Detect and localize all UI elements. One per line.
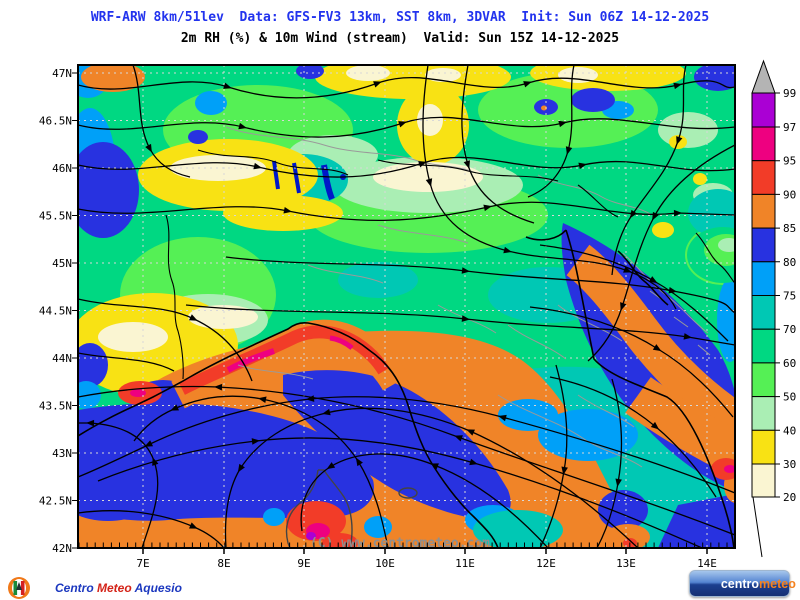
left-logo-text-centro: Centro (55, 581, 98, 595)
colorbar-segment (751, 261, 776, 297)
colorbar-label: 95 (783, 155, 796, 168)
map-frame (77, 64, 736, 549)
lat-label: 46N (52, 162, 72, 175)
colorbar-label: 40 (783, 424, 796, 437)
lat-label: 43.5N (39, 400, 72, 413)
lon-label: 11E (455, 557, 475, 570)
lat-label: 44N (52, 352, 72, 365)
lon-major-ticks (142, 548, 708, 554)
colorbar-segment (751, 193, 776, 229)
left-logo-text-meteo: Meteo (97, 581, 135, 595)
colorbar-label: 70 (783, 323, 796, 336)
colorbar-label: 80 (783, 256, 796, 269)
lat-label: 44.5N (39, 305, 72, 318)
title-valid-line: 2m RH (%) & 10m Wind (stream) Valid: Sun… (180, 31, 620, 46)
colorbar-segment (751, 463, 776, 498)
lon-label: 9E (297, 557, 310, 570)
colorbar-segment (751, 160, 776, 195)
colorbar-label: 97 (783, 121, 796, 134)
colorbar-label: 85 (783, 222, 796, 235)
colorbar: 99 97 95 90 85 80 75 70 60 50 40 30 20 (751, 59, 796, 558)
streamlines-layer (78, 65, 735, 548)
lat-axis: 47N 46.5N 46N 45.5N 45N 44.5N 44N 43.5N … (39, 67, 72, 555)
lat-label: 42N (52, 542, 72, 555)
lat-label: 43N (52, 447, 72, 460)
colorbar-overflow-arrow (751, 59, 776, 94)
lat-label: 45N (52, 257, 72, 270)
colorbar-label: 90 (783, 188, 796, 201)
watermark-text: (C) www.centrometeo.com (310, 536, 490, 551)
logo-centrometeo-button: centrometeo (689, 570, 796, 597)
colorbar-segment (751, 295, 776, 330)
rh-fill-layer: (C) www.centrometeo.com (78, 65, 735, 551)
lon-axis: 7E 8E 9E 10E 11E 12E 13E 14E (136, 557, 717, 570)
lon-label: 10E (375, 557, 395, 570)
colorbar-label: 75 (783, 290, 796, 303)
right-logo-text-centro: centro (720, 576, 760, 591)
title-model-line: WRF-ARW 8km/51lev Data: GFS-FV3 13km, SS… (90, 10, 710, 25)
colorbar-segment (751, 126, 776, 162)
lon-label: 7E (136, 557, 149, 570)
colorbar-segment (751, 227, 776, 263)
colorbar-segment (751, 328, 776, 364)
lat-label: 42.5N (39, 495, 72, 508)
colorbar-label: 20 (783, 491, 796, 504)
lon-label: 13E (616, 557, 636, 570)
colorbar-ticks (775, 92, 780, 498)
logo-centro-meteo-aquesio: Centro Meteo Aquesio (7, 567, 182, 600)
colorbar-label: 50 (783, 391, 796, 404)
lon-label: 14E (697, 557, 717, 570)
weather-map: (C) www.centrometeo.com 47N 46.5N 46N 45… (39, 59, 796, 570)
colorbar-segment (751, 362, 776, 398)
colorbar-segment (751, 92, 776, 128)
left-logo-text-aquesio: Aquesio (134, 581, 182, 595)
colorbar-label: 99 (783, 87, 796, 100)
centro-meteo-aquesio-icon (8, 577, 30, 599)
lat-label: 47N (52, 67, 72, 80)
lon-label: 12E (536, 557, 556, 570)
colorbar-segment (751, 429, 776, 465)
lat-label: 45.5N (39, 210, 72, 223)
lon-label: 8E (217, 557, 230, 570)
colorbar-label: 30 (783, 458, 796, 471)
right-logo-text-meteo: meteo (759, 576, 796, 591)
colorbar-segment (751, 396, 776, 431)
coastlines (78, 229, 735, 548)
colorbar-underflow-taper (752, 496, 763, 558)
colorbar-label: 60 (783, 357, 796, 370)
lat-label: 46.5N (39, 115, 72, 128)
